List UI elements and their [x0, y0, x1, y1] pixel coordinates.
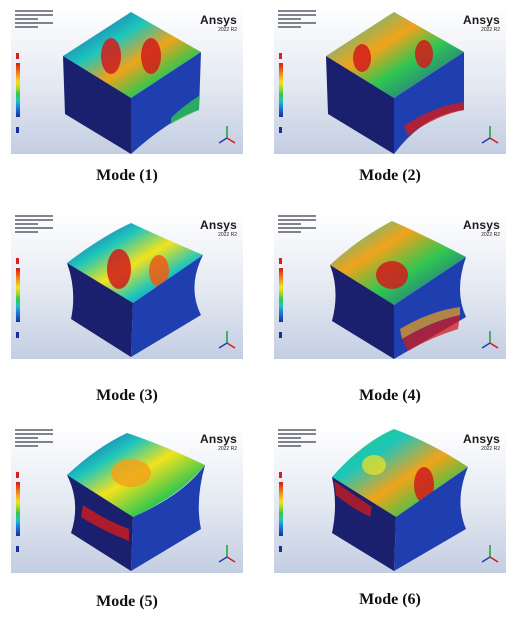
- mode-caption-2: Mode (2): [359, 167, 421, 184]
- legend-min-label: [279, 127, 283, 133]
- legend-color-bar: [16, 268, 20, 322]
- mode-panel-4: Ansys 2022 R2: [274, 211, 506, 359]
- axis-triad-icon: [481, 126, 499, 144]
- deformed-cube-mode-5: [67, 433, 205, 571]
- legend-max-label: [279, 258, 283, 264]
- axis-triad-icon: [481, 545, 499, 563]
- legend-color-bar: [279, 482, 283, 536]
- deformation-color-legend: [16, 463, 44, 555]
- axis-triad-icon: [218, 126, 236, 144]
- deformation-color-legend: [279, 44, 307, 136]
- deformed-cube-mode-2: [326, 12, 464, 154]
- legend-max-label: [16, 53, 20, 59]
- mode-panel-2: Ansys 2022 R2: [274, 6, 506, 154]
- simulation-info-block: [278, 10, 316, 30]
- mode-caption-1: Mode (1): [96, 167, 158, 184]
- simulation-info-block: [278, 215, 316, 235]
- deformed-cube-mode-1: [63, 12, 201, 154]
- mode-caption-4: Mode (4): [359, 387, 421, 404]
- legend-min-label: [279, 546, 283, 552]
- mode-panel-6: Ansys 2022 R2: [274, 425, 506, 573]
- axis-triad-icon: [218, 545, 236, 563]
- deformed-cube-mode-6: [332, 429, 468, 571]
- mode-panel-5: Ansys 2022 R2: [11, 425, 243, 573]
- simulation-info-block: [15, 215, 53, 235]
- legend-color-bar: [16, 482, 20, 536]
- mode-panel-1: Ansys 2022 R2: [11, 6, 243, 154]
- legend-max-label: [279, 472, 283, 478]
- ansys-logo: Ansys 2022 R2: [462, 13, 500, 33]
- deformed-cube-mode-4: [330, 221, 466, 359]
- axis-triad-icon: [218, 331, 236, 349]
- legend-max-label: [279, 53, 283, 59]
- legend-min-label: [16, 127, 20, 133]
- axis-triad-icon: [481, 331, 499, 349]
- ansys-logo: Ansys 2022 R2: [462, 218, 500, 238]
- mode-caption-6: Mode (6): [359, 591, 421, 608]
- ansys-logo: Ansys 2022 R2: [199, 432, 237, 452]
- ansys-logo: Ansys 2022 R2: [199, 13, 237, 33]
- mode-caption-3: Mode (3): [96, 387, 158, 404]
- deformed-cube-mode-3: [67, 223, 203, 357]
- deformation-color-legend: [279, 249, 307, 341]
- legend-color-bar: [16, 63, 20, 117]
- ansys-logo: Ansys 2022 R2: [462, 432, 500, 452]
- legend-max-label: [16, 258, 20, 264]
- mode-panel-3: Ansys 2022 R2: [11, 211, 243, 359]
- legend-max-label: [16, 472, 20, 478]
- legend-color-bar: [279, 63, 283, 117]
- simulation-info-block: [278, 429, 316, 449]
- deformation-color-legend: [16, 44, 44, 136]
- legend-min-label: [16, 332, 20, 338]
- simulation-info-block: [15, 429, 53, 449]
- deformation-color-legend: [279, 463, 307, 555]
- legend-color-bar: [279, 268, 283, 322]
- mode-caption-5: Mode (5): [96, 593, 158, 610]
- legend-min-label: [279, 332, 283, 338]
- ansys-logo: Ansys 2022 R2: [199, 218, 237, 238]
- deformation-color-legend: [16, 249, 44, 341]
- simulation-info-block: [15, 10, 53, 30]
- legend-min-label: [16, 546, 20, 552]
